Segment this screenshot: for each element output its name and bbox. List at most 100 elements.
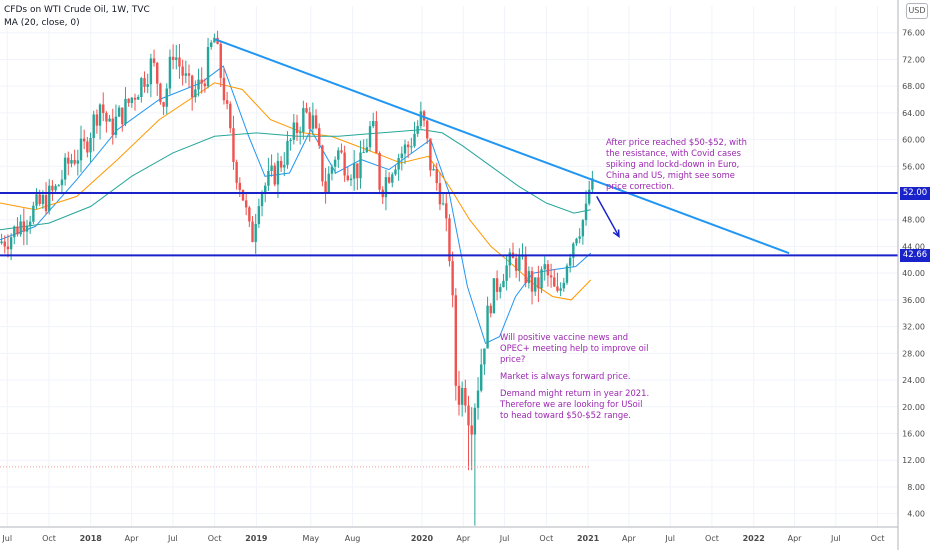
- candle-body: [35, 194, 38, 206]
- candle-body: [419, 111, 423, 127]
- candle-body: [384, 177, 388, 198]
- candle-body: [346, 175, 350, 181]
- y-tick-label: 40.00: [902, 269, 925, 278]
- candle-body: [16, 226, 19, 235]
- ma-line-0: [0, 65, 592, 344]
- candle-body: [127, 98, 130, 103]
- candle-body: [63, 157, 67, 180]
- candle-body: [143, 78, 146, 87]
- candle-body: [575, 238, 578, 244]
- y-tick-label: 28.00: [902, 349, 925, 358]
- candle-body: [248, 207, 251, 222]
- x-tick-label: Oct: [42, 534, 56, 543]
- candle-body: [480, 364, 483, 391]
- candle-body: [514, 258, 518, 271]
- candle-body: [270, 165, 273, 171]
- candle-body: [591, 178, 594, 190]
- candle-body: [499, 287, 502, 292]
- candle-body: [260, 193, 264, 207]
- candle-body: [276, 160, 280, 185]
- candle-body: [403, 144, 407, 154]
- candle-body: [505, 265, 508, 281]
- candle-body: [254, 224, 257, 242]
- chart-title: CFDs on WTI Crude Oil, 1W, TVC: [4, 5, 150, 15]
- candle-body: [314, 115, 318, 129]
- currency-badge[interactable]: USD: [906, 3, 928, 19]
- candle-body: [343, 152, 346, 176]
- candle-body: [241, 189, 245, 201]
- candle-body: [298, 132, 302, 134]
- candle-body: [457, 385, 461, 405]
- candle-body: [378, 153, 381, 190]
- candle-body: [565, 265, 569, 283]
- candle-body: [32, 205, 35, 222]
- candle-body: [413, 133, 416, 147]
- candle-body: [333, 159, 337, 167]
- y-tick-label: 68.00: [902, 82, 925, 91]
- correction-note[interactable]: After price reached $50-$52, with the re…: [606, 137, 747, 191]
- candle-body: [44, 195, 48, 212]
- candle-body: [171, 56, 175, 60]
- x-tick-label: May: [303, 534, 320, 543]
- candle-body: [0, 241, 3, 244]
- x-tick-label: Apr: [788, 534, 803, 543]
- candle-body: [105, 112, 108, 122]
- candle-body: [470, 425, 473, 435]
- candle-body: [213, 37, 216, 43]
- y-tick-label: 12.00: [902, 456, 925, 465]
- candle-body: [136, 97, 140, 100]
- candle-body: [168, 56, 172, 89]
- candle-body: [524, 255, 527, 284]
- candle-body: [445, 203, 448, 219]
- candle-body: [92, 114, 95, 139]
- candle-body: [473, 407, 477, 435]
- candlesticks: [0, 30, 594, 526]
- candle-body: [486, 305, 489, 349]
- candle-body: [562, 282, 566, 289]
- candle-body: [108, 118, 111, 122]
- candle-body: [219, 43, 222, 78]
- candle-body: [86, 141, 89, 153]
- candle-body: [114, 116, 118, 135]
- y-tick-label: 20.00: [902, 403, 925, 412]
- correction-arrow: [596, 196, 620, 237]
- candle-body: [286, 140, 289, 165]
- outlook-note[interactable]: Will positive vaccine news and OPEC+ mee…: [500, 332, 650, 427]
- candle-body: [41, 195, 45, 204]
- y-tick-label: 48.00: [902, 216, 925, 225]
- candle-body: [365, 147, 369, 153]
- candle-body: [584, 203, 588, 221]
- candle-body: [397, 158, 400, 170]
- candle-body: [111, 118, 114, 135]
- candle-body: [238, 182, 242, 190]
- candle-body: [102, 104, 105, 113]
- candle-body: [13, 226, 16, 238]
- x-tick-label: Jul: [830, 534, 841, 543]
- outlook-note-line-3: Demand might return in year 2021. Theref…: [500, 388, 650, 420]
- candle-body: [460, 387, 464, 405]
- candle-body: [19, 221, 22, 235]
- candle-body: [206, 46, 210, 87]
- x-tick-label: 2018: [80, 534, 103, 543]
- candle-body: [98, 104, 102, 126]
- candle-body: [375, 120, 378, 154]
- x-tick-label: 2019: [245, 534, 268, 543]
- candle-body: [251, 221, 254, 242]
- candle-body: [194, 89, 197, 98]
- outlook-note-line-2: Market is always forward price.: [500, 371, 631, 381]
- candle-body: [76, 160, 80, 164]
- indicator-legend[interactable]: MA (20, close, 0): [4, 18, 80, 28]
- chart-drawings: [0, 38, 898, 468]
- candle-body: [152, 58, 156, 63]
- candle-body: [432, 168, 435, 171]
- candle-body: [203, 83, 207, 87]
- candle-body: [70, 159, 73, 164]
- x-tick-label: Apr: [125, 534, 140, 543]
- y-tick-label: 24.00: [902, 376, 925, 385]
- x-tick-label: 2021: [577, 534, 600, 543]
- candle-body: [124, 98, 127, 125]
- x-tick-label: Jul: [167, 534, 178, 543]
- candle-body: [559, 288, 562, 291]
- ma-line-1: [0, 82, 592, 301]
